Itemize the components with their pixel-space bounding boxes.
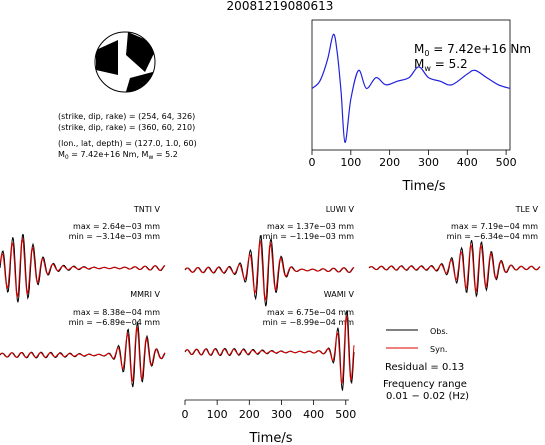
station-label-mmri: MMRI V max = 8.38e−04 mm min = −6.89e−04… (69, 290, 161, 327)
waveform-xlabel: Time/s (249, 431, 293, 445)
stf-x-tick-label: 500 (496, 156, 517, 169)
mechanism-moment: M0 = 7.42e+16 Nm, Mw = 5.2 (58, 150, 178, 161)
observed-trace (368, 239, 541, 298)
station-label-tle: TLE V max = 7.19e−04 mm min = −6.34e−04 … (447, 205, 539, 241)
synthetic-trace (184, 315, 355, 385)
stf-mw-label: Mw = 5.2 (414, 57, 468, 73)
synthetic-trace (184, 239, 355, 301)
waveform-tle (368, 239, 541, 298)
stf-x-tick-label: 200 (379, 156, 400, 169)
synthetic-trace (0, 237, 166, 298)
waveform-x-tick-label: 100 (207, 408, 228, 421)
station-name: WAMI V (324, 290, 355, 299)
mechanism-plane-1: (strike, dip, rake) = (254, 64, 326) (58, 112, 195, 121)
station-name: TLE V (515, 205, 539, 214)
station-min: min = −6.89e−04 mm (69, 318, 161, 327)
station-label-tnti: TNTI V max = 2.64e−03 mm min = −3.14e−03… (69, 205, 161, 241)
station-max: max = 8.38e−04 mm (73, 308, 160, 317)
waveform-tnti (0, 234, 166, 303)
station-max: max = 7.19e−04 mm (451, 222, 538, 231)
waveform-luwi (184, 234, 355, 307)
station-max: max = 1.37e−03 mm (267, 222, 354, 231)
focal-mechanism-beachball (94, 31, 156, 93)
legend-residual: Residual = 0.13 (385, 362, 464, 373)
legend: Obs. Syn. Residual = 0.13 Frequency rang… (383, 327, 469, 402)
waveform-wami (184, 310, 355, 391)
stf-x-tick-label: 300 (418, 156, 439, 169)
stf-x-tick-label: 400 (457, 156, 478, 169)
figure-title: 20081219080613 (227, 0, 334, 13)
legend-freq-line2: 0.01 − 0.02 (Hz) (386, 391, 469, 402)
waveform-x-tick-label: 200 (239, 408, 260, 421)
waveform-x-tick-label: 500 (335, 408, 356, 421)
waveform-axis-ticks: 0 100 200 300 400 500 (182, 400, 356, 421)
mechanism-location: (lon., lat, depth) = (127.0, 1.0, 60) (58, 139, 197, 148)
stf-m0-label: M0 = 7.42e+16 Nm (414, 42, 531, 58)
station-label-luwi: LUWI V max = 1.37e−03 mm min = −1.19e−03… (263, 205, 355, 241)
stf-xlabel: Time/s (402, 179, 446, 194)
station-min: min = −1.19e−03 mm (263, 232, 355, 241)
station-min: min = −6.34e−04 mm (447, 232, 539, 241)
mechanism-plane-2: (strike, dip, rake) = (360, 60, 210) (58, 123, 195, 132)
legend-freq-line1: Frequency range (383, 379, 467, 390)
station-min: min = −8.99e−04 mm (263, 318, 355, 327)
station-name: LUWI V (326, 205, 355, 214)
stf-curve (311, 33, 511, 144)
waveform-x-tick-label: 400 (303, 408, 324, 421)
stf-x-tick-label: 100 (340, 156, 361, 169)
station-name: TNTI V (133, 205, 161, 214)
stf-x-axis: 0 100 200 300 400 500 (309, 150, 517, 169)
station-max: max = 2.64e−03 mm (73, 222, 160, 231)
station-name: MMRI V (130, 290, 160, 299)
waveform-x-tick-label: 300 (271, 408, 292, 421)
station-min: min = −3.14e−03 mm (69, 232, 161, 241)
legend-syn-label: Syn. (430, 345, 447, 354)
waveform-mmri (0, 320, 166, 388)
stf-panel: 0 100 200 300 400 500 Time/s M0 = 7.42e+16 Nm… (309, 19, 531, 194)
station-label-wami: WAMI V max = 6.75e−04 mm min = −8.99e−04… (263, 290, 355, 327)
waveform-time-axis: 0 100 200 300 400 500 Time/s (182, 399, 356, 445)
synthetic-trace (368, 243, 541, 293)
legend-obs-label: Obs. (430, 327, 448, 336)
stf-x-tick-label: 0 (309, 156, 316, 169)
synthetic-trace (0, 326, 166, 384)
waveform-x-tick-label: 0 (182, 408, 189, 421)
station-max: max = 6.75e−04 mm (267, 308, 354, 317)
stf-frame (311, 19, 511, 151)
